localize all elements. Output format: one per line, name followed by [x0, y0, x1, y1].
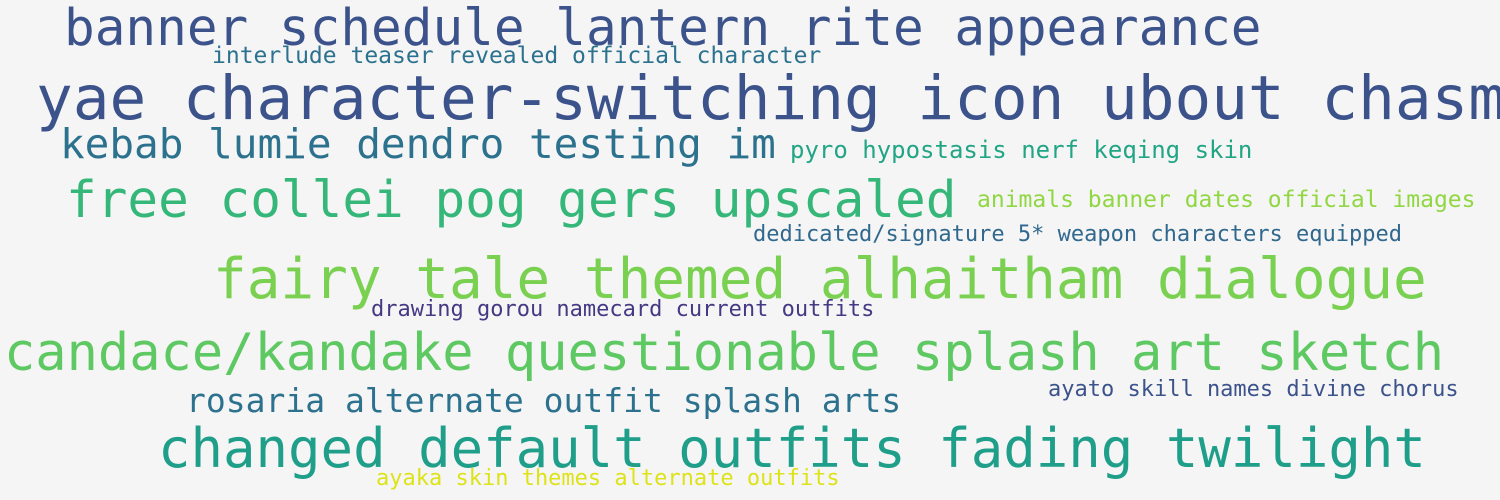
- word-free-collei: free collei pog gers upscaled: [66, 171, 957, 230]
- word-candace-kandake: candace/kandake questionable splash art …: [4, 323, 1445, 383]
- word-ayato-skill: ayato skill names divine chorus: [1048, 377, 1459, 402]
- word-animals-banner: animals banner dates official images: [977, 187, 1476, 213]
- word-banner-schedule: banner schedule lantern rite appearance: [64, 0, 1262, 58]
- word-changed-default: changed default outfits fading twilight: [158, 417, 1426, 480]
- word-kebab-lumie: kebab lumie dendro testing im: [60, 120, 776, 168]
- word-dedicated-signature: dedicated/signature 5* weapon characters…: [753, 222, 1403, 247]
- word-interlude-teaser: interlude teaser revealed official chara…: [212, 43, 822, 69]
- word-ayaka-skin: ayaka skin themes alternate outfits: [376, 466, 840, 491]
- word-fairy-tale: fairy tale themed alhaitham dialogue: [213, 247, 1427, 312]
- word-pyro-hypostasis: pyro hypostasis nerf keqing skin: [790, 136, 1253, 164]
- word-rosaria-alternate: rosaria alternate outfit splash arts: [186, 381, 902, 420]
- word-yae-character-switching: yae character-switching icon ubout chasm: [36, 63, 1500, 134]
- word-drawing-gorou: drawing gorou namecard current outfits: [371, 297, 875, 322]
